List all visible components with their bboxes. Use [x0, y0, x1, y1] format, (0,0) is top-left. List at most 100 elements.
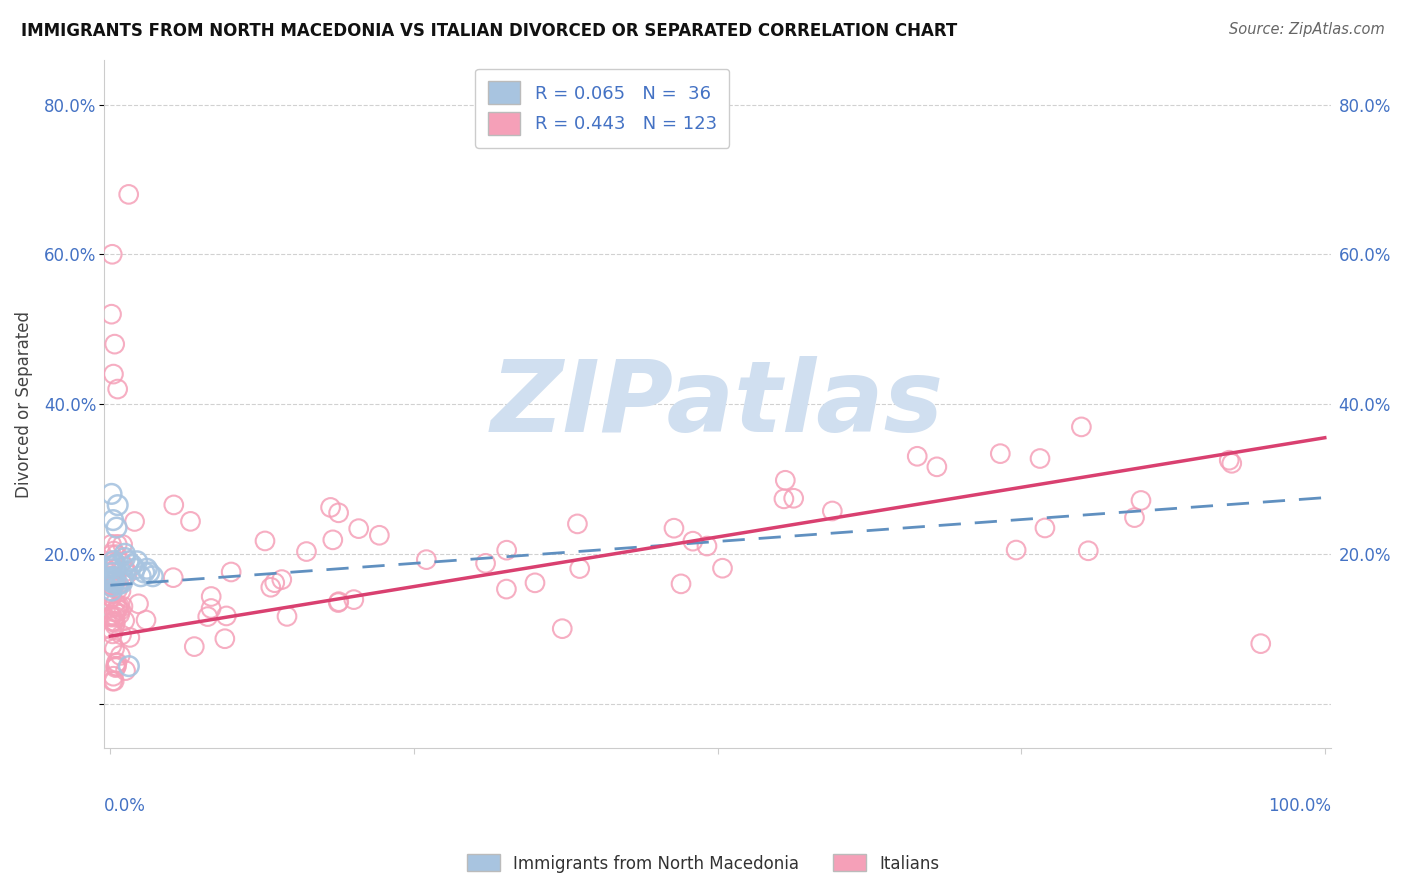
Point: [215, 609, 238, 624]
Point: [263, 575, 285, 590]
Point: [1077, 543, 1099, 558]
Point: [551, 622, 574, 636]
Text: ZIPatlas: ZIPatlas: [491, 356, 943, 452]
Point: [101, 247, 124, 261]
Point: [415, 552, 437, 566]
Point: [988, 447, 1011, 461]
Point: [260, 580, 283, 594]
Point: [100, 573, 122, 587]
Point: [108, 599, 131, 614]
Point: [347, 522, 370, 536]
Point: [105, 656, 128, 670]
Point: [100, 608, 122, 623]
Point: [101, 638, 124, 652]
Point: [104, 660, 127, 674]
Point: [107, 498, 129, 512]
Point: [567, 516, 589, 531]
Point: [183, 640, 205, 654]
Point: [100, 562, 122, 576]
Text: IMMIGRANTS FROM NORTH MACEDONIA VS ITALIAN DIVORCED OR SEPARATED CORRELATION CHA: IMMIGRANTS FROM NORTH MACEDONIA VS ITALI…: [21, 22, 957, 40]
Point: [103, 569, 125, 583]
Point: [495, 582, 517, 596]
Point: [100, 578, 122, 592]
Point: [104, 558, 127, 572]
Point: [162, 571, 184, 585]
Point: [104, 577, 127, 591]
Point: [100, 583, 122, 598]
Point: [775, 473, 797, 487]
Point: [111, 599, 134, 614]
Point: [1033, 521, 1056, 535]
Point: [103, 554, 125, 568]
Point: [214, 632, 236, 646]
Point: [107, 602, 129, 616]
Point: [105, 659, 128, 673]
Point: [111, 537, 134, 551]
Point: [103, 558, 125, 573]
Point: [101, 615, 124, 629]
Point: [101, 627, 124, 641]
Point: [108, 607, 131, 622]
Point: [104, 337, 127, 351]
Point: [328, 506, 350, 520]
Point: [124, 515, 146, 529]
Point: [114, 547, 136, 561]
Point: [103, 367, 125, 381]
Point: [253, 533, 276, 548]
Point: [138, 566, 160, 580]
Point: [110, 584, 132, 599]
Point: [128, 597, 150, 611]
Point: [319, 500, 342, 515]
Point: [142, 569, 165, 583]
Point: [322, 533, 344, 547]
Y-axis label: Divorced or Separated: Divorced or Separated: [15, 310, 32, 498]
Point: [100, 579, 122, 593]
Point: [100, 623, 122, 637]
Point: [197, 609, 219, 624]
Point: [101, 571, 124, 585]
Point: [295, 544, 318, 558]
Point: [100, 591, 122, 605]
Legend: R = 0.065   N =  36, R = 0.443   N = 123: R = 0.065 N = 36, R = 0.443 N = 123: [475, 69, 730, 147]
Point: [107, 577, 129, 591]
Text: 100.0%: 100.0%: [1268, 797, 1331, 814]
Point: [115, 566, 138, 581]
Point: [105, 520, 128, 534]
Point: [105, 605, 128, 619]
Point: [368, 528, 391, 542]
Point: [568, 561, 591, 575]
Point: [104, 618, 127, 632]
Point: [118, 631, 141, 645]
Point: [1029, 451, 1052, 466]
Point: [104, 573, 127, 587]
Point: [474, 557, 496, 571]
Point: [200, 601, 222, 615]
Point: [1070, 420, 1092, 434]
Point: [1005, 543, 1028, 558]
Point: [103, 669, 125, 683]
Point: [107, 599, 129, 614]
Point: [103, 674, 125, 689]
Point: [125, 554, 148, 568]
Point: [103, 557, 125, 571]
Point: [103, 614, 125, 628]
Point: [101, 580, 124, 594]
Point: [711, 561, 734, 575]
Point: [112, 559, 135, 574]
Point: [103, 575, 125, 590]
Point: [328, 595, 350, 609]
Text: 0.0%: 0.0%: [104, 797, 146, 814]
Point: [112, 571, 135, 585]
Point: [1123, 510, 1146, 524]
Point: [104, 659, 127, 673]
Point: [110, 648, 132, 663]
Point: [100, 307, 122, 321]
Point: [107, 582, 129, 597]
Point: [100, 537, 122, 551]
Point: [101, 674, 124, 689]
Point: [100, 548, 122, 562]
Point: [117, 554, 139, 568]
Point: [124, 562, 146, 576]
Point: [118, 659, 141, 673]
Point: [782, 491, 804, 506]
